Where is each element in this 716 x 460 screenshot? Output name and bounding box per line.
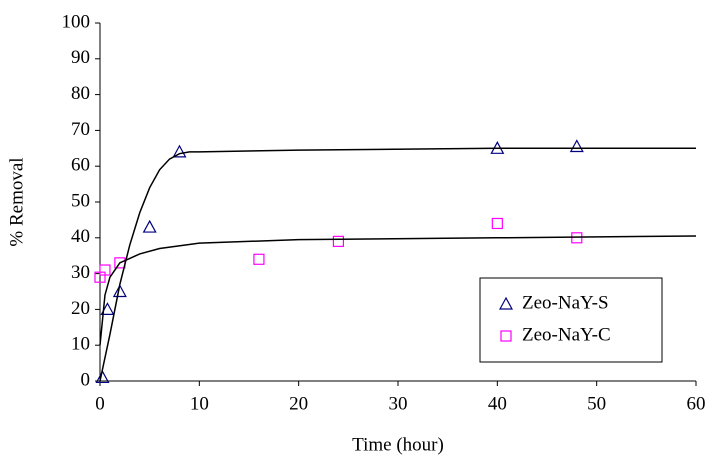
x-tick-label: 30	[389, 393, 408, 414]
square-marker	[332, 235, 344, 247]
y-tick-label: 100	[62, 11, 91, 32]
square-marker	[99, 264, 111, 276]
y-tick-label: 60	[71, 155, 90, 176]
legend-box	[479, 277, 663, 363]
y-axis-label: % Removal	[6, 157, 27, 246]
y-tick-label: 20	[71, 298, 90, 319]
triangle-marker	[172, 144, 187, 158]
legend-label: Zeo-NaY-S	[522, 292, 609, 313]
x-tick-label: 10	[190, 393, 209, 414]
triangle-marker	[569, 139, 584, 153]
y-tick-label: 0	[81, 369, 91, 390]
x-tick-label: 50	[587, 393, 606, 414]
square-marker	[253, 253, 265, 265]
triangle-marker	[142, 219, 157, 233]
triangle-marker	[100, 302, 115, 315]
x-tick-label: 40	[488, 393, 507, 414]
y-tick-label: 90	[71, 47, 90, 68]
x-tick-label: 0	[95, 393, 105, 414]
legend-label: Zeo-NaY-C	[522, 324, 611, 345]
triangle-marker	[112, 284, 127, 298]
y-tick-label: 30	[71, 262, 90, 283]
triangle-marker	[95, 370, 110, 384]
y-tick-label: 70	[71, 119, 90, 140]
y-tick-label: 50	[71, 190, 90, 211]
x-tick-label: 20	[289, 393, 308, 414]
y-tick-label: 40	[71, 226, 90, 247]
square-marker	[500, 330, 512, 342]
x-axis-label: Time (hour)	[352, 434, 444, 455]
x-tick-label: 60	[687, 393, 706, 414]
fit-curve	[99, 235, 697, 346]
triangle-marker	[498, 296, 514, 310]
y-tick-label: 80	[71, 83, 90, 104]
y-tick-label: 10	[71, 334, 90, 355]
fit-curve	[99, 147, 696, 382]
square-marker	[491, 217, 503, 230]
